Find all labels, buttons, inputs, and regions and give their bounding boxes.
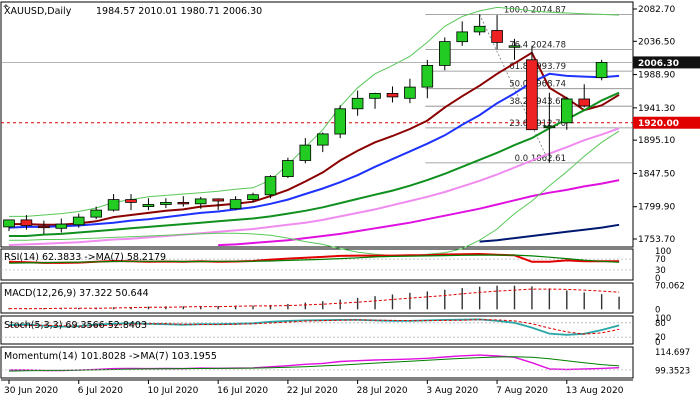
main-chart-ohlc: 1984.57 2010.01 1980.71 2006.30 [96, 6, 262, 17]
candle-body [369, 93, 381, 99]
time-axis-label: 28 Jul 2020 [357, 386, 408, 396]
candle-body [386, 93, 399, 98]
time-axis-label: 13 Aug 2020 [566, 386, 624, 396]
candle-body [578, 98, 590, 107]
stoch-axis-label: 80 [655, 319, 666, 329]
last-price-tag-label: 2006.30 [638, 59, 679, 69]
rsi-axis-label: 30 [655, 266, 666, 276]
rsi-title: RSI(14) 62.3833 ->MA(7) 58.2179 [4, 252, 166, 263]
candle-body [561, 98, 573, 124]
price-axis-label: 2082.70 [638, 5, 675, 15]
candle-body [3, 219, 15, 228]
time-axis-label: 30 Jun 2020 [4, 386, 58, 396]
sma-pink-line [8, 127, 620, 247]
candle-body [90, 209, 103, 218]
candle-body [595, 62, 608, 79]
fib-level-label: 100.0 2074.87 [504, 5, 566, 15]
fib-level-label: 76.4 2024.78 [509, 40, 566, 50]
candle-body [351, 97, 364, 110]
candle-body [508, 45, 521, 48]
time-axis-label: 3 Aug 2020 [426, 386, 478, 396]
bb-lower-line [9, 130, 620, 257]
price-axis-label: 1847.50 [638, 169, 675, 179]
stoch-panel-frame [0, 315, 634, 345]
ema-red-line [9, 51, 620, 226]
stoch-axis-label: 0 [655, 338, 660, 348]
rsi-panel-frame [0, 248, 634, 281]
candle-body [212, 198, 225, 202]
momentum-axis-label: 99.3523 [655, 367, 690, 377]
price-axis-label: 1988.90 [638, 71, 675, 81]
stoch-d-line [8, 319, 620, 335]
candle-body [125, 199, 137, 203]
candle-body [456, 31, 468, 43]
candle-body [229, 199, 242, 210]
candle-body [299, 144, 312, 161]
candle-body [543, 125, 556, 129]
candle-body [142, 204, 155, 207]
candle-body [334, 108, 346, 135]
main-chart-title: XAUUSD,Daily [4, 6, 72, 17]
fib-trend-line [479, 14, 550, 164]
candle-body [107, 199, 120, 211]
rsi-ma-line [8, 254, 620, 264]
momentum-axis-label: 114.697 [655, 348, 690, 358]
candle-body [526, 59, 538, 131]
price-axis-label: 1941.30 [638, 104, 675, 114]
level-price-tag [633, 116, 700, 129]
level-price-tag-label: 1920.00 [638, 119, 679, 129]
macd-axis-label: 0 [655, 305, 660, 315]
candle-body [282, 160, 294, 178]
fib-level-label: 0.0 1862.61 [515, 154, 566, 164]
candle-body [247, 194, 259, 200]
symbol-marker-icon [3, 4, 9, 7]
macd-axis-label: 70.062 [655, 282, 685, 292]
macd-panel-frame [0, 282, 634, 314]
rsi-axis-label: 70 [655, 255, 666, 265]
time-axis-label: 16 Jul 2020 [217, 386, 268, 396]
rsi-axis-label: 0 [655, 274, 660, 284]
candle-body [473, 25, 486, 33]
candle-body [160, 201, 172, 205]
candle-body [316, 133, 329, 146]
momentum-panel-frame [0, 346, 634, 379]
stoch-title: Stoch(5,3,3) 69.3566 52.8403 [4, 320, 147, 331]
candle-body [264, 176, 277, 196]
time-axis-label: 22 Jul 2020 [287, 386, 338, 396]
candle-body [438, 41, 451, 66]
candle-body [421, 65, 434, 88]
candle-body [404, 86, 416, 99]
price-axis-label: 2036.50 [638, 37, 675, 47]
macd-signal-line [9, 288, 620, 310]
sma-green-line [9, 91, 620, 237]
candle-body [72, 216, 85, 226]
momentum-title: Momentum(14) 101.8028 ->MA(7) 103.1955 [4, 351, 217, 362]
time-axis-label: 10 Jul 2020 [147, 386, 198, 396]
candle-body [194, 198, 207, 205]
time-axis-label: 7 Aug 2020 [496, 386, 548, 396]
candle-body [55, 223, 68, 229]
time-axis-label: 6 Jul 2020 [78, 386, 123, 396]
stoch-axis-label: 20 [655, 333, 666, 343]
candle-body [20, 219, 33, 226]
candle-body [491, 30, 503, 43]
momentum-line [9, 354, 620, 372]
last-price-tag [633, 56, 700, 69]
sma-navy-line [479, 223, 620, 243]
price-axis-label: 1753.70 [638, 235, 675, 245]
sma-magenta-line [218, 179, 620, 247]
sma-blue-line [8, 72, 620, 229]
stoch-k-line [8, 318, 620, 336]
macd-title: MACD(12,26,9) 37.322 50.644 [4, 288, 149, 299]
candle-body [177, 201, 190, 205]
candle-body [38, 225, 50, 229]
price-axis-label: 1895.10 [638, 136, 675, 146]
price-axis-label: 1799.90 [638, 203, 675, 213]
rsi-axis-label: 100 [655, 247, 671, 257]
stoch-axis-label: 100 [655, 314, 671, 324]
